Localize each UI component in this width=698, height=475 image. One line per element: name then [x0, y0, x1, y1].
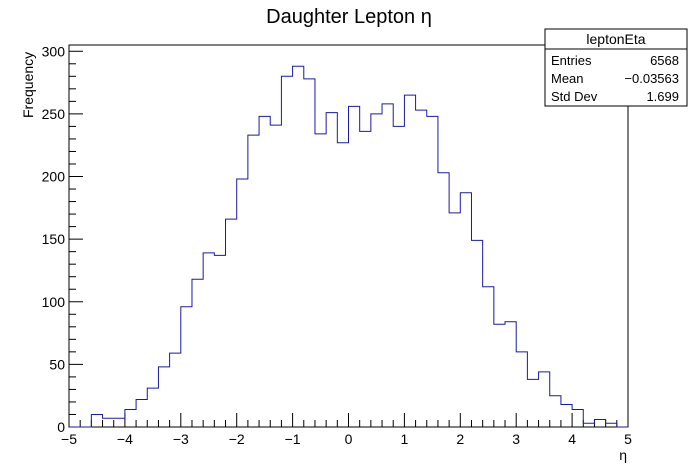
x-tick-label: 2	[456, 431, 464, 447]
stats-box-title: leptonEta	[586, 31, 645, 47]
y-tick-label: 200	[42, 169, 66, 185]
x-tick-label: −4	[117, 431, 133, 447]
stats-mean-value: −0.03563	[624, 71, 679, 86]
stats-stddev-label: Std Dev	[551, 89, 598, 104]
y-tick-label: 50	[49, 356, 65, 372]
x-tick-label: 3	[512, 431, 520, 447]
y-tick-label: 250	[42, 106, 66, 122]
x-tick-label: −2	[229, 431, 245, 447]
x-tick-label: −3	[173, 431, 189, 447]
x-tick-label: 0	[345, 431, 353, 447]
histogram-series	[69, 65, 628, 428]
x-tick-label: 5	[624, 431, 632, 447]
y-tick-label: 0	[57, 419, 65, 435]
stats-entries-value: 6568	[650, 53, 679, 68]
x-axis-label: η	[619, 447, 627, 463]
stats-box: leptonEta Entries 6568 Mean −0.03563 Std…	[544, 28, 688, 107]
stats-entries-label: Entries	[551, 53, 592, 68]
x-axis: −5 −4 −3 −2 −1 0 1 2 3 4 5	[61, 413, 632, 447]
x-tick-label: −5	[61, 431, 77, 447]
x-tick-label: −1	[285, 431, 301, 447]
y-axis-label: Frequency	[20, 52, 36, 118]
stats-stddev-value: 1.699	[646, 89, 679, 104]
stats-mean-label: Mean	[551, 71, 584, 86]
chart-title: Daughter Lepton η	[266, 6, 432, 28]
y-axis: 0 50 100 150 200 250 300	[42, 43, 83, 435]
x-tick-label: 1	[401, 431, 409, 447]
y-tick-label: 150	[42, 231, 66, 247]
y-tick-label: 300	[42, 43, 66, 59]
y-tick-label: 100	[42, 294, 66, 310]
x-tick-label: 4	[568, 431, 576, 447]
plot-frame	[68, 44, 629, 428]
